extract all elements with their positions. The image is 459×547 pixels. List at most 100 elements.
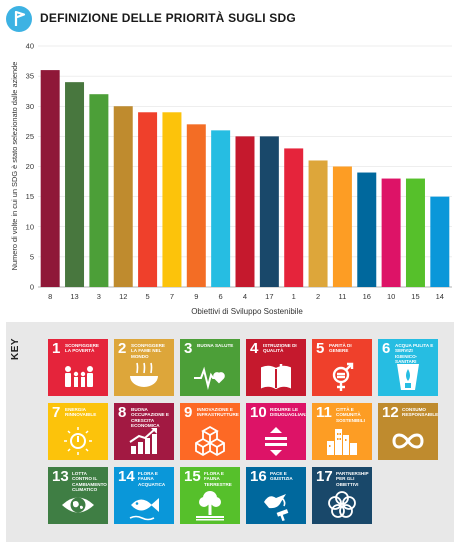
y-tick-label: 40 [26,42,34,51]
chart-bars [40,70,450,288]
bar-sdg-10 [381,178,401,287]
sdg-tile-2: 2 SCONFIGGERE LA FAME NEL MONDO [114,339,174,396]
bar-sdg-3 [89,94,109,287]
sdg-tile-label: ENERGIA RINNOVABILE [65,407,97,418]
x-tick-label: 6 [219,292,223,301]
sdg-tile-number: 6 [382,340,391,357]
sdg-tile-8: 8 BUONA OCCUPAZIONE E CRESCITA ECONOMICA [114,403,174,460]
tree-icon [193,489,227,521]
sdg-tile-number: 13 [52,468,69,485]
sdg-tile-number: 9 [184,404,193,421]
sdg-tile-label: PACE E GIUSTIZIA [270,471,293,482]
growth-chart-icon [127,425,161,457]
x-tick-label: 15 [411,292,419,301]
header: DEFINIZIONE DELLE PRIORITÀ SUGLI SDG [6,6,446,34]
bar-sdg-9 [186,124,206,287]
cubes-icon [193,425,227,457]
sdg-tile-label: SCONFIGGERE LA POVERTÀ [65,343,99,354]
sdg-tile-number: 1 [52,340,61,357]
bar-sdg-12 [113,106,133,287]
dove-gavel-icon [259,489,293,522]
bar-sdg-8 [40,70,60,287]
water-glass-icon [391,361,425,393]
sdg-tile-13: 13 LOTTA CONTRO IL CAMBIAMENTO CLIMATICO [48,467,108,524]
sdg-tile-17: 17 PARTNERSHIP PER GLI OBIETTIVI [312,467,372,524]
bar-sdg-2 [308,160,328,287]
bar-sdg-17 [259,136,279,287]
sdg-tile-number: 7 [52,404,61,421]
x-tick-label: 14 [436,292,444,301]
sdg-key-panel: KEY 1 SCONFIGGERE LA POVERTÀ 2 SCONFIGGERE … [6,322,454,542]
y-tick-label: 30 [26,102,34,111]
sdg-tile-4: 4 ISTRUZIONE DI QUALITÀ [246,339,306,396]
x-tick-label: 7 [170,292,174,301]
gender-icon [325,361,359,393]
page-title: DEFINIZIONE DELLE PRIORITÀ SUGLI SDG [40,11,296,25]
sdg-tile-label: INNOVAZIONE E INFRASTRUTTURE [197,407,239,418]
bar-sdg-11 [332,166,352,287]
x-tick-label: 2 [316,292,320,301]
sdg-tile-label: FLORA E FAUNA TERRESTRE [204,471,232,487]
sdg-tile-12: 12 CONSUMO RESPONSABILE [378,403,438,460]
bar-sdg-4 [235,136,255,287]
y-tick-label: 15 [26,192,34,201]
food-bowl-icon [127,361,161,393]
y-tick-label: 0 [30,283,34,292]
x-tick-label: 9 [194,292,198,301]
sdg-tile-5: 5 PARITÀ DI GENERE [312,339,372,396]
y-axis-label: Numero di volte in cui un SDG è stato se… [10,62,19,271]
bar-sdg-6 [211,130,231,287]
sdg-tile-label: FLORA E FAUNA ACQUATICA [138,471,166,487]
sdg-tile-number: 10 [250,404,267,421]
sdg-tile-3: 3 BUONA SALUTE [180,339,240,396]
sdg-tile-9: 9 INNOVAZIONE E INFRASTRUTTURE [180,403,240,460]
bar-sdg-16 [357,172,377,287]
earth-eye-icon [61,489,95,521]
bar-sdg-1 [284,148,304,287]
x-tick-label: 5 [146,292,150,301]
sdg-tile-number: 5 [316,340,325,357]
sdg-tile-15: 15 FLORA E FAUNA TERRESTRE [180,467,240,524]
sdg-tile-number: 3 [184,340,193,357]
sdg-tile-14: 14 FLORA E FAUNA ACQUATICA [114,467,174,524]
family-icon [61,361,95,393]
sdg-tile-label: LOTTA CONTRO IL CAMBIAMENTO CLIMATICO [72,471,107,493]
sdg-tile-label: SCONFIGGERE LA FAME NEL MONDO [131,343,165,359]
sdg-tile-number: 14 [118,468,135,485]
sdg-tile-label: ACQUA PULITA E SERVIZI IGIENICO-SANITARI [395,343,434,365]
sdg-tile-number: 17 [316,468,333,485]
sdg-tile-label: BUONA OCCUPAZIONE E CRESCITA ECONOMICA [131,407,169,429]
sdg-tile-label: CITTÀ E COMUNITÀ SOSTENIBILI [336,407,365,423]
x-tick-label: 1 [292,292,296,301]
bar-sdg-5 [138,112,158,288]
bar-sdg-7 [162,112,182,288]
y-tick-label: 5 [30,252,34,261]
sdg-tile-number: 4 [250,340,259,357]
infinity-icon [391,425,425,457]
key-label: KEY [10,337,21,360]
x-tick-label: 11 [339,292,347,301]
power-sun-icon [61,425,95,457]
equality-icon [259,425,293,457]
sdg-tile-label: ISTRUZIONE DI QUALITÀ [263,343,297,354]
sdg-tile-label: PARITÀ DI GENERE [329,343,352,354]
y-tick-label: 35 [26,72,34,81]
y-tick-label: 25 [26,132,34,141]
x-tick-label: 16 [363,292,371,301]
x-tick-label: 13 [70,292,78,301]
sdg-tile-number: 11 [316,404,332,421]
x-tick-label: 3 [97,292,101,301]
city-icon [325,425,359,457]
sdg-tile-label: RIDURRE LE DISUGUAGLIANZE [270,407,306,418]
sdg-tile-16: 16 PACE E GIUSTIZIA [246,467,306,524]
bar-sdg-15 [405,178,425,287]
sdg-tile-number: 16 [250,468,267,485]
sdg-tile-6: 6 ACQUA PULITA E SERVIZI IGIENICO-SANITAR… [378,339,438,396]
sdg-tile-label: CONSUMO RESPONSABILE [402,407,438,418]
sdg-tile-number: 2 [118,340,127,357]
x-tick-labels: 8 13 3 12 5 7 9 6 4 17 1 2 11 16 10 15 14 [48,292,444,301]
sdg-tile-label: BUONA SALUTE [197,343,234,348]
fish-icon [127,489,161,521]
bar-sdg-13 [65,82,85,288]
y-tick-label: 20 [26,162,34,171]
